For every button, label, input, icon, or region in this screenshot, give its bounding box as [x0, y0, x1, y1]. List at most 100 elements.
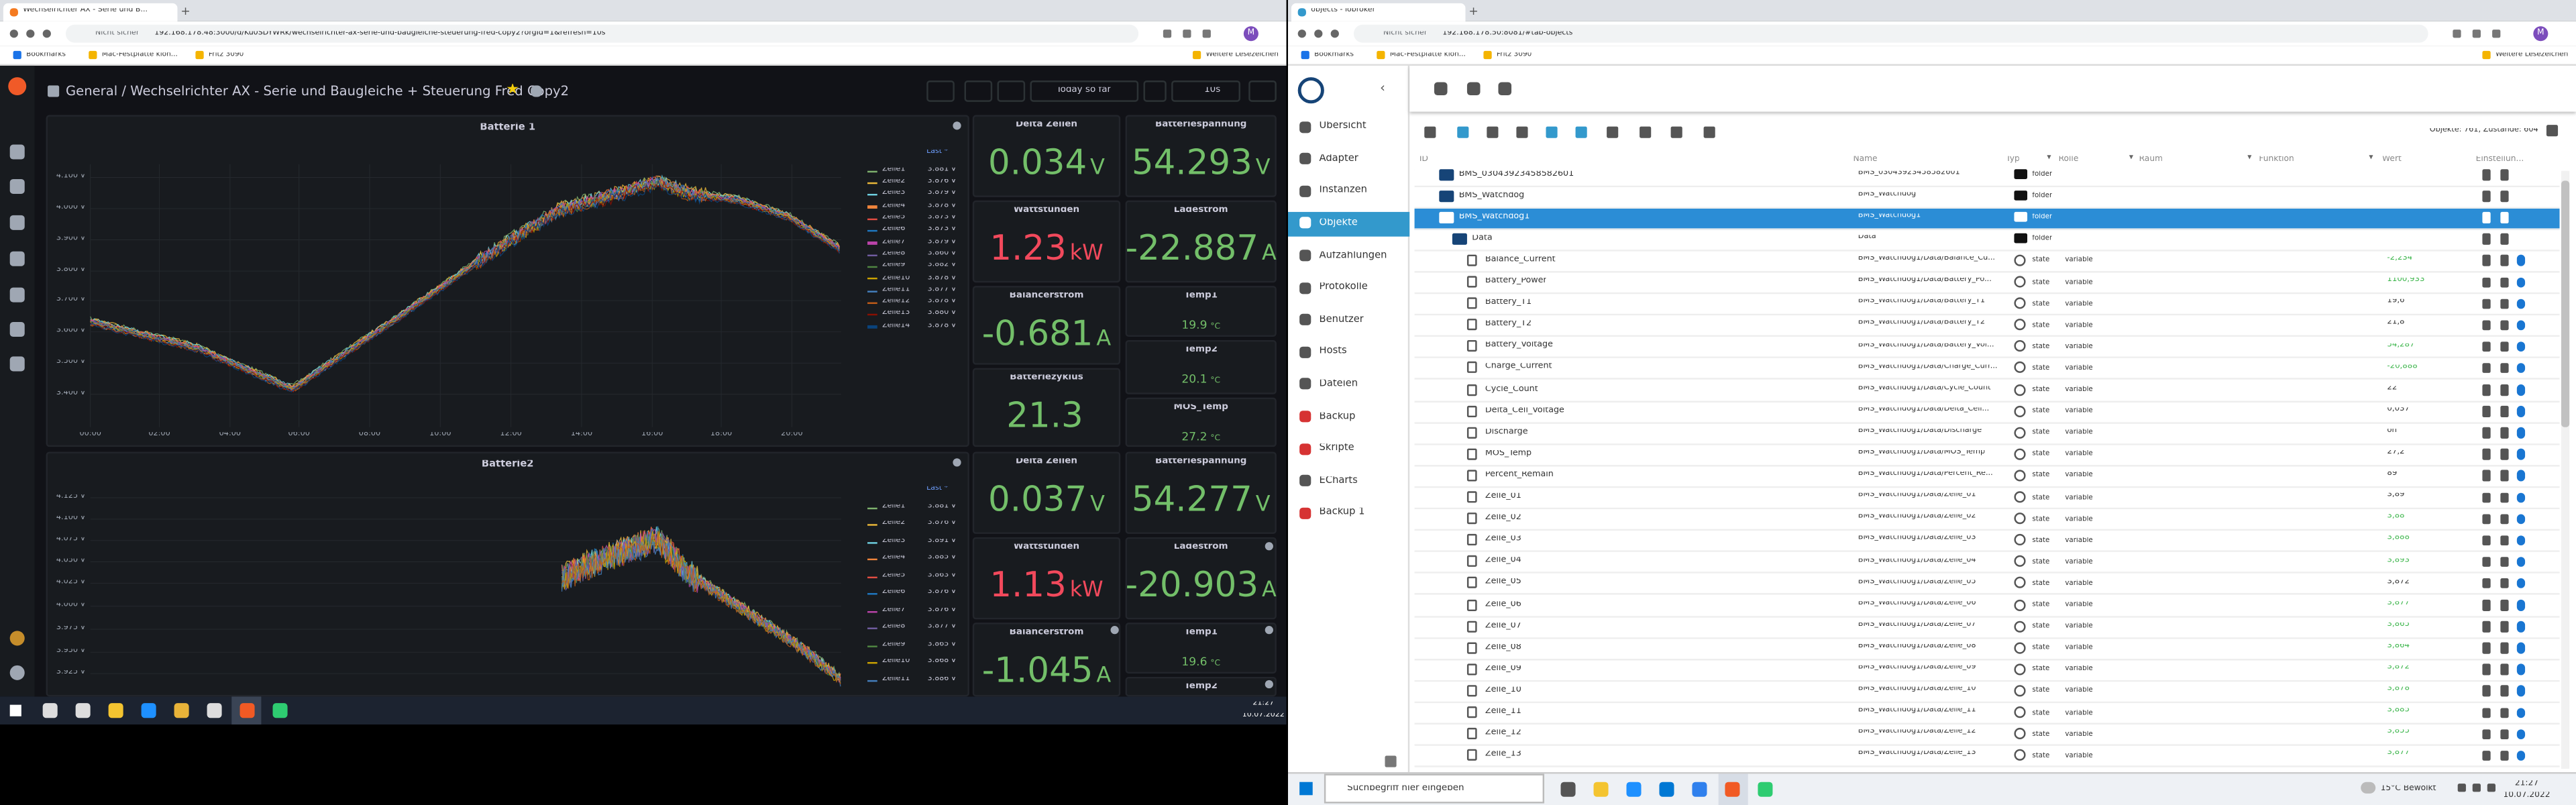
sidebar-icon[interactable]: [9, 251, 25, 266]
row-action[interactable]: [2516, 643, 2526, 653]
files-icon[interactable]: [1560, 782, 1576, 797]
row-action[interactable]: [2481, 276, 2491, 288]
object-row[interactable]: [1414, 595, 2560, 617]
sidebar-icon[interactable]: [9, 322, 25, 337]
reload-button[interactable]: [42, 30, 51, 38]
edge-icon[interactable]: [1626, 782, 1642, 797]
row-action[interactable]: [2481, 535, 2491, 546]
row-action[interactable]: [2500, 406, 2509, 417]
refresh-picker[interactable]: [1171, 80, 1240, 102]
tab-title[interactable]: objects - iobroker: [1311, 8, 1376, 15]
settings-icon[interactable]: [2546, 125, 2559, 137]
share-icon[interactable]: [531, 85, 543, 97]
row-action[interactable]: [2481, 556, 2491, 568]
column-header[interactable]: Name: [1853, 155, 1878, 164]
column-header[interactable]: Funktion: [2259, 155, 2294, 164]
object-row[interactable]: [1414, 746, 2560, 768]
tray-icon[interactable]: [2472, 784, 2481, 792]
row-action[interactable]: [2500, 341, 2509, 352]
row-action[interactable]: [2516, 406, 2526, 417]
menu-item[interactable]: ECharts: [1319, 476, 1358, 486]
row-action[interactable]: [2481, 212, 2491, 223]
row-action[interactable]: [2481, 406, 2491, 417]
store-icon[interactable]: [207, 703, 222, 718]
object-row[interactable]: [1414, 337, 2560, 359]
row-action[interactable]: [2516, 621, 2526, 632]
menu-item[interactable]: Dateien: [1319, 379, 1358, 390]
row-action[interactable]: [2516, 750, 2526, 761]
row-action[interactable]: [2500, 492, 2509, 503]
row-action[interactable]: [2481, 191, 2491, 202]
header-tool-icon[interactable]: [1466, 82, 1481, 96]
row-action[interactable]: [2516, 578, 2526, 589]
menu-item[interactable]: Instanzen: [1319, 186, 1368, 197]
row-action[interactable]: [2500, 535, 2509, 546]
object-row[interactable]: [1414, 294, 2560, 316]
row-action[interactable]: [2481, 298, 2491, 309]
menu-item[interactable]: Objekte: [1319, 218, 1358, 229]
object-row[interactable]: [1414, 574, 2560, 596]
object-row[interactable]: [1414, 682, 2560, 703]
back-button[interactable]: [1297, 30, 1306, 38]
row-action[interactable]: [2500, 750, 2509, 761]
time-picker[interactable]: [1030, 80, 1139, 102]
row-action[interactable]: [2516, 686, 2526, 697]
object-row[interactable]: [1414, 724, 2560, 747]
breadcrumb[interactable]: General / Wechselrichter AX - Serie und …: [65, 85, 570, 99]
row-action[interactable]: [2516, 427, 2526, 439]
object-row[interactable]: [1414, 380, 2560, 402]
row-action[interactable]: [2516, 384, 2526, 395]
row-action[interactable]: [2500, 191, 2509, 202]
row-action[interactable]: [2500, 707, 2509, 718]
edit-menu-icon[interactable]: [1385, 755, 1397, 767]
row-action[interactable]: [2500, 578, 2509, 589]
app-icon[interactable]: [272, 703, 288, 718]
row-action[interactable]: [2516, 556, 2526, 568]
row-action[interactable]: [2500, 427, 2509, 439]
sidebar-icon[interactable]: [9, 144, 25, 160]
row-action[interactable]: [2500, 255, 2509, 266]
row-action[interactable]: [2516, 664, 2526, 676]
row-action[interactable]: [2516, 341, 2526, 352]
bookmark[interactable]: Fritz 3090: [209, 52, 244, 60]
row-action[interactable]: [2500, 621, 2509, 632]
row-action[interactable]: [2516, 729, 2526, 740]
toolbar-icon[interactable]: [1703, 126, 1715, 138]
row-action[interactable]: [2500, 212, 2509, 223]
extension-icon[interactable]: [2453, 30, 2461, 38]
sidebar-icon[interactable]: [9, 178, 25, 194]
menu-item[interactable]: Backup 1: [1319, 508, 1365, 519]
row-action[interactable]: [2481, 427, 2491, 439]
toolbar-icon[interactable]: [1486, 126, 1498, 138]
row-action[interactable]: [2516, 470, 2526, 482]
files-icon[interactable]: [174, 703, 189, 718]
row-action[interactable]: [2481, 621, 2491, 632]
object-row[interactable]: [1414, 272, 2560, 294]
row-action[interactable]: [2516, 535, 2526, 546]
column-header[interactable]: Wert: [2382, 155, 2402, 164]
row-action[interactable]: [2481, 513, 2491, 525]
row-action[interactable]: [2481, 729, 2491, 740]
sidebar-icon[interactable]: [9, 215, 25, 230]
back-button[interactable]: [9, 30, 18, 38]
row-action[interactable]: [2516, 449, 2526, 460]
search-box[interactable]: [1324, 773, 1545, 804]
object-row[interactable]: [1414, 315, 2560, 337]
vscode-icon[interactable]: [1692, 782, 1707, 797]
menu-item[interactable]: Protokolle: [1319, 282, 1368, 293]
task-view-icon[interactable]: [75, 703, 91, 718]
forward-button[interactable]: [26, 30, 35, 38]
toolbar-icon[interactable]: [1545, 126, 1557, 138]
row-action[interactable]: [2481, 449, 2491, 460]
edge-icon[interactable]: [141, 703, 156, 718]
start-button[interactable]: [1299, 782, 1313, 796]
object-row[interactable]: [1414, 208, 2560, 230]
tv-mode[interactable]: [1248, 80, 1277, 102]
toolbar-button[interactable]: [964, 80, 993, 102]
column-header[interactable]: Einstellun...: [2475, 155, 2524, 164]
row-action[interactable]: [2481, 384, 2491, 395]
row-action[interactable]: [2481, 492, 2491, 503]
menu-item[interactable]: Benutzer: [1319, 315, 1364, 325]
object-row[interactable]: [1414, 165, 2560, 186]
row-action[interactable]: [2481, 255, 2491, 266]
